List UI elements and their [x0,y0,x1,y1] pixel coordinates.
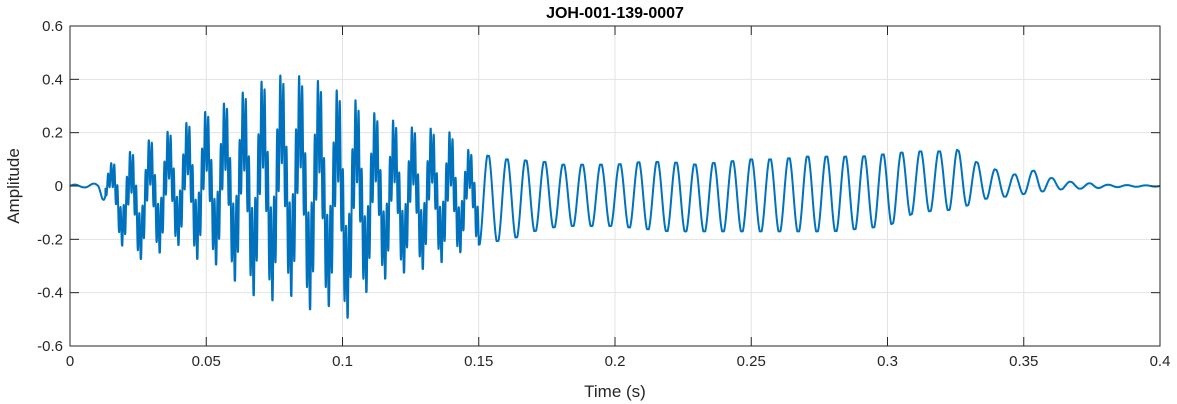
x-tick-label-6: 0.3 [877,353,898,370]
x-tick-label-5: 0.25 [737,353,766,370]
y-tick-label-1: 0.4 [42,71,63,88]
x-tick-label-1: 0.05 [192,353,221,370]
y-axis-label: Amplitude [4,148,23,224]
x-tick-label-2: 0.1 [332,353,353,370]
x-tick-label-4: 0.2 [605,353,626,370]
waveform-line-0 [70,74,1160,319]
x-tick-label-8: 0.4 [1150,353,1171,370]
y-tick-label-3: 0 [55,178,63,195]
x-tick-label-0: 0 [66,353,74,370]
plot-area: 0 0.05 0.1 0.15 0.2 0.25 0.3 0.35 0.4 0.60.40.20… [37,18,1170,370]
y-tick-label-2: 0.2 [42,125,63,142]
x-tick-labels: 0 0.05 0.1 0.15 0.2 0.25 0.3 0.35 0.4 [66,353,1171,370]
chart-title: JOH-001-139-0007 [546,5,684,22]
y-tick-label-6: -0.6 [37,338,63,355]
y-tick-label-5: -0.4 [37,285,63,302]
x-axis-label: Time (s) [584,382,646,401]
y-tick-labels: 0.6 0.4 0.2 0 -0.2 -0.4 -0.6 [37,18,63,355]
x-tick-label-3: 0.15 [464,353,493,370]
grid-lines [70,26,1160,346]
series-layer [70,74,1160,319]
y-tick-label-0: 0.6 [42,18,63,35]
x-tick-label-7: 0.35 [1009,353,1038,370]
axis-ticks [69,25,1161,347]
y-tick-label-4: -0.2 [37,231,63,248]
